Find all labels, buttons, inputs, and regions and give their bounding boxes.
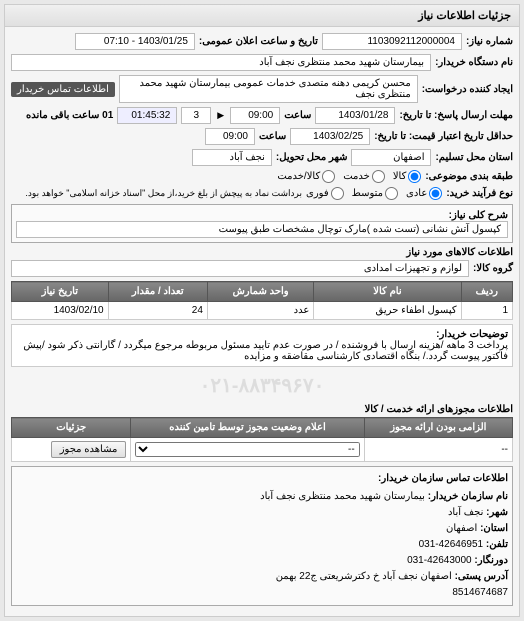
col-1: نام کالا: [314, 282, 461, 302]
permit-select[interactable]: --: [135, 442, 359, 457]
panel-body: شماره نیاز: 1103092112000004 تاریخ و ساع…: [5, 27, 519, 616]
pcell-2: مشاهده مجوز: [12, 438, 131, 462]
buyer-notes-label: توضیحات خریدار:: [436, 329, 508, 340]
pcol-0: الزامی بودن ارائه مجوز: [364, 418, 512, 438]
col-4: تاریخ نیاز: [12, 282, 109, 302]
pkg-radio-2[interactable]: [322, 170, 335, 183]
desc-label: شرح کلی نیاز:: [449, 210, 508, 221]
pkg-opt-0[interactable]: کالا: [393, 170, 422, 183]
announce-date-label: تاریخ و ساعت اعلان عمومی:: [199, 36, 318, 47]
contact-org: نام سازمان خریدار: بیمارستان شهید محمد م…: [16, 489, 508, 505]
pkg-opt-1[interactable]: خدمت: [343, 170, 385, 183]
cell-0: 1: [461, 302, 512, 320]
row-category: طبقه بندی موضوعی: کالا خدمت کالا/خدمت: [11, 170, 513, 183]
province-value: اصفهان: [351, 149, 431, 166]
urg-radio-2[interactable]: [331, 187, 344, 200]
time-label-2: ساعت: [259, 131, 286, 142]
pkg-radio-1[interactable]: [372, 170, 385, 183]
desc-section: شرح کلی نیاز: کپسول آتش نشانی (تست شده )…: [11, 204, 513, 243]
group-value: لوازم و تجهیزات امدادی: [11, 260, 469, 277]
arrow-icon: ▶: [215, 110, 226, 121]
cell-1: کپسول اطفاء حریق: [314, 302, 461, 320]
goods-header-row: ردیف نام کالا واحد شمارش تعداد / مقدار ت…: [12, 282, 513, 302]
contact-postal: 8514674687: [16, 585, 508, 601]
pkg-opt-2[interactable]: کالا/خدمت: [277, 170, 335, 183]
deadline-label: مهلت ارسال پاسخ: تا تاریخ:: [399, 110, 513, 121]
row-goods-group: گروه کالا: لوازم و تجهیزات امدادی: [11, 260, 513, 277]
urg-opt-0[interactable]: عادی: [406, 187, 442, 200]
desc-text: کپسول آتش نشانی (تست شده )مارک توچال مشخ…: [16, 221, 508, 238]
payment-note: برداشت نماد به پیچش از بلغ خرید،از محل "…: [25, 188, 302, 199]
goods-row: 1 کپسول اطفاء حریق عدد 24 1403/02/10: [12, 302, 513, 320]
row-credit: حداقل تاریخ اعتبار قیمت: تا تاریخ: 1403/…: [11, 128, 513, 145]
panel-title: جزئیات اطلاعات نیاز: [5, 5, 519, 27]
permits-row: -- -- مشاهده مجوز: [12, 438, 513, 462]
remain-label: 01 ساعت باقی مانده: [26, 110, 113, 121]
row-requester: ایجاد کننده درخواست: محسن کریمی دهنه متص…: [11, 75, 513, 103]
col-2: واحد شمارش: [207, 282, 313, 302]
buyer-notes-text: پرداخت 3 ماهه /هزینه ارسال با فروشنده / …: [16, 340, 508, 362]
row-request-no: شماره نیاز: 1103092112000004 تاریخ و ساع…: [11, 33, 513, 50]
province-label: استان محل تسلیم:: [435, 152, 513, 163]
row-buyer-org: نام دستگاه خریدار: بیمارستان شهید محمد م…: [11, 54, 513, 71]
row-urgency: نوع فرآیند خرید: عادی متوسط فوری برداشت …: [11, 187, 513, 200]
row-location: استان محل تسلیم: اصفهان شهر محل تحویل: ن…: [11, 149, 513, 166]
contact-section: اطلاعات تماس سازمان خریدار: نام سازمان خ…: [11, 466, 513, 606]
days-remain: 3: [181, 107, 211, 124]
contact-address: آدرس پستی: اصفهان نجف آباد خ دکترشریعتی …: [16, 569, 508, 585]
urg-opt-2[interactable]: فوری: [306, 187, 344, 200]
deadline-date: 1403/01/28: [315, 107, 395, 124]
contact-fax: دورنگار: 42643000-031: [16, 553, 508, 569]
contact-city: شهر: نجف آباد: [16, 505, 508, 521]
request-no-label: شماره نیاز:: [466, 36, 513, 47]
pkg-label: طبقه بندی موضوعی:: [425, 171, 513, 182]
credit-time: 09:00: [205, 128, 255, 145]
pcell-1: --: [131, 438, 364, 462]
deadline-time: 09:00: [230, 107, 280, 124]
cell-3: 24: [108, 302, 207, 320]
col-0: ردیف: [461, 282, 512, 302]
view-permit-button[interactable]: مشاهده مجوز: [51, 441, 127, 458]
contact-phone: تلفن: 42646951-031: [16, 537, 508, 553]
urg-opt-1[interactable]: متوسط: [352, 187, 398, 200]
contact-link[interactable]: اطلاعات تماس خریدار: [11, 82, 115, 97]
urgency-label: نوع فرآیند خرید:: [446, 188, 513, 199]
requester-value: محسن کریمی دهنه متصدی خدمات عمومی بیمارس…: [119, 75, 418, 103]
pcol-2: جزئیات: [12, 418, 131, 438]
row-deadline: مهلت ارسال پاسخ: تا تاریخ: 1403/01/28 سا…: [11, 107, 513, 124]
credit-date: 1403/02/25: [290, 128, 370, 145]
col-3: تعداد / مقدار: [108, 282, 207, 302]
credit-label: حداقل تاریخ اعتبار قیمت: تا تاریخ:: [374, 131, 513, 142]
urg-radio-1[interactable]: [385, 187, 398, 200]
requester-label: ایجاد کننده درخواست:: [422, 84, 513, 95]
time-label-1: ساعت: [284, 110, 311, 121]
pcell-0: --: [364, 438, 512, 462]
buyer-notes-box: توضیحات خریدار: پرداخت 3 ماهه /هزینه ارس…: [11, 324, 513, 367]
urgency-radio-group: عادی متوسط فوری: [306, 187, 442, 200]
permits-table: الزامی بودن ارائه مجوز اعلام وضعیت مجوز …: [11, 417, 513, 462]
cell-2: عدد: [207, 302, 313, 320]
request-no-value: 1103092112000004: [322, 33, 462, 50]
buyer-org-label: نام دستگاه خریدار:: [435, 57, 513, 68]
permits-title: اطلاعات مجوزهای ارائه خدمت / کالا: [11, 404, 513, 415]
countdown: 01:45:32: [117, 107, 177, 124]
announce-date-value: 1403/01/25 - 07:10: [75, 33, 195, 50]
group-label: گروه کالا:: [473, 263, 513, 274]
contact-province: استان: اصفهان: [16, 521, 508, 537]
goods-table: ردیف نام کالا واحد شمارش تعداد / مقدار ت…: [11, 281, 513, 320]
contact-title: اطلاعات تماس سازمان خریدار:: [16, 471, 508, 487]
goods-title: اطلاعات کالاهای مورد نیاز: [11, 247, 513, 258]
pcol-1: اعلام وضعیت مجوز توسط تامین کننده: [131, 418, 364, 438]
city-value: نجف آباد: [192, 149, 272, 166]
city-label: شهر محل تحویل:: [276, 152, 348, 163]
watermark: ۰۲۱-۸۸۳۴۹۶۷۰: [11, 367, 513, 404]
pkg-radio-0[interactable]: [408, 170, 421, 183]
buyer-org-value: بیمارستان شهید محمد منتظری نجف آباد: [11, 54, 431, 71]
cell-4: 1403/02/10: [12, 302, 109, 320]
urg-radio-0[interactable]: [429, 187, 442, 200]
permits-header-row: الزامی بودن ارائه مجوز اعلام وضعیت مجوز …: [12, 418, 513, 438]
main-panel: جزئیات اطلاعات نیاز شماره نیاز: 11030921…: [4, 4, 520, 617]
pkg-radio-group: کالا خدمت کالا/خدمت: [277, 170, 421, 183]
